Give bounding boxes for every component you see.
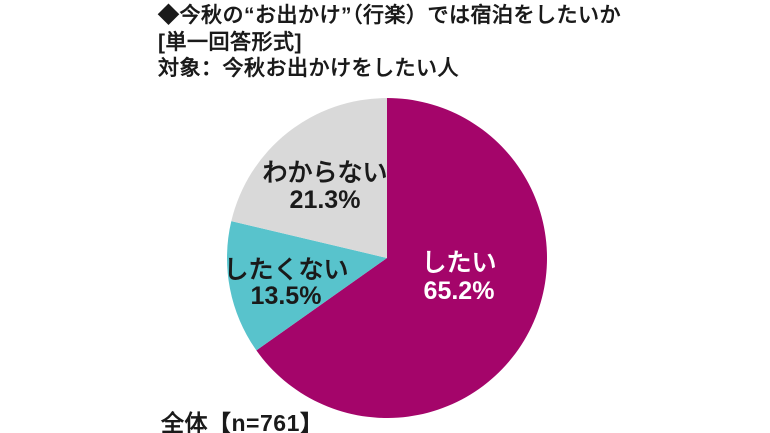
title-line-2: [単一回答形式] <box>158 30 302 54</box>
pie-label-category-1: したくない <box>223 256 348 284</box>
pie-slice-unsure <box>231 98 387 258</box>
sample-size-label: 全体【n=761】 <box>161 410 324 433</box>
title-line-1: ◆今秋の“お出かけ”（行楽）では宿泊をしたいか <box>158 4 621 27</box>
pie-label-category-0: したい <box>421 249 496 277</box>
pie-label-value-0: 65.2% <box>424 277 495 305</box>
pie-label-value-1: 13.5% <box>251 282 322 310</box>
pie-slice-do-not-want <box>226 221 387 351</box>
title-line-3: 対象：今秋お出かけをしたい人 <box>158 57 459 80</box>
pie-label-category-2: わからない <box>262 159 387 187</box>
pie-label-value-2: 21.3% <box>290 186 361 214</box>
chart-title: ◆今秋の“お出かけ”（行楽）では宿泊をしたいか [単一回答形式] 対象：今秋お出… <box>158 3 621 83</box>
pie-slice-want-to-stay <box>256 98 548 418</box>
